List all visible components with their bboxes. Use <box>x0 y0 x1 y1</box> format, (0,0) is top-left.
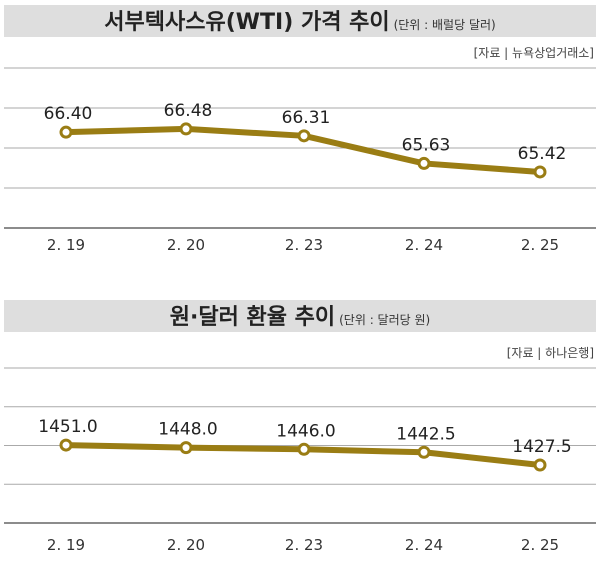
data-label: 66.48 <box>164 101 213 121</box>
title-bar <box>4 5 596 37</box>
data-label: 1446.0 <box>276 421 335 441</box>
data-label: 66.40 <box>44 104 93 124</box>
data-point <box>417 156 431 170</box>
x-tick-label: 2. 24 <box>405 536 443 554</box>
data-label: 1427.5 <box>512 437 571 457</box>
title-bar <box>4 300 596 332</box>
source-text: [자료 | 하나은행] <box>507 345 594 360</box>
x-tick-label: 2. 23 <box>285 536 323 554</box>
x-tick-label: 2. 25 <box>521 236 559 254</box>
data-point <box>417 445 431 459</box>
data-label: 1448.0 <box>158 420 217 440</box>
data-point <box>533 458 547 472</box>
chart-title: 원·달러 환율 추이 (단위 : 달러당 원) <box>170 305 430 330</box>
data-label: 65.42 <box>518 144 567 164</box>
x-tick-label: 2. 23 <box>285 236 323 254</box>
data-point <box>179 441 193 455</box>
data-label: 1442.5 <box>396 424 455 444</box>
data-point <box>297 442 311 456</box>
x-tick-label: 2. 19 <box>47 536 85 554</box>
data-point <box>179 122 193 136</box>
data-point <box>297 129 311 143</box>
data-label: 66.31 <box>282 108 331 128</box>
unit-text: (단위 : 배럴당 달러) <box>394 18 496 32</box>
data-label: 65.63 <box>402 135 451 155</box>
data-point <box>59 438 73 452</box>
x-tick-label: 2. 20 <box>167 236 205 254</box>
x-tick-label: 2. 20 <box>167 536 205 554</box>
x-tick-label: 2. 24 <box>405 236 443 254</box>
unit-text: (단위 : 달러당 원) <box>339 313 430 327</box>
data-label: 1451.0 <box>38 417 97 437</box>
title-text: 원·달러 환율 추이 <box>170 305 335 330</box>
data-point <box>533 165 547 179</box>
source-text: [자료 | 뉴욕상업거래소] <box>474 46 594 60</box>
chart-title: 서부텍사스유(WTI) 가격 추이 (단위 : 배럴당 달러) <box>104 10 495 35</box>
x-tick-label: 2. 25 <box>521 536 559 554</box>
data-point <box>59 125 73 139</box>
title-text: 서부텍사스유(WTI) 가격 추이 <box>104 10 389 35</box>
x-tick-label: 2. 19 <box>47 236 85 254</box>
